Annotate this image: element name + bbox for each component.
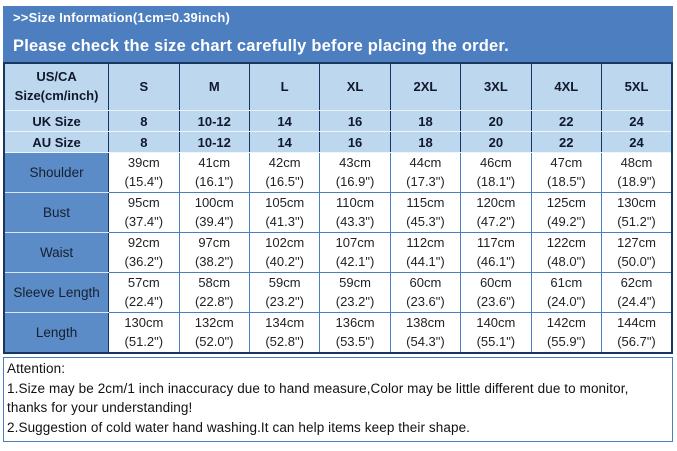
- size-value-cell: 22: [530, 110, 602, 132]
- row-label: Shoulder: [3, 152, 110, 193]
- table-row: AU Size 8 10-12 14 16 18 20 22 24: [3, 131, 673, 153]
- row-label: UK Size: [3, 110, 110, 132]
- size-value-cell: 125cm (49.2"): [530, 192, 602, 233]
- size-value-cell: 132cm (52.0"): [178, 312, 250, 354]
- table-row: Bust 95cm (37.4") 100cm (39.4") 105cm (41.3…: [3, 192, 673, 233]
- column-header-xl: XL: [319, 63, 391, 111]
- size-value-cell: 130cm (51.2"): [600, 192, 673, 233]
- size-value-cell: 58cm (22.8"): [178, 272, 250, 313]
- size-value-cell: 42cm (16.5"): [248, 152, 321, 193]
- table-row: Waist 92cm (36.2") 97cm (38.2") 102cm (40.2…: [3, 232, 673, 273]
- size-value-cell: 20: [460, 110, 532, 132]
- size-value-cell: 39cm (15.4"): [108, 152, 180, 193]
- size-value-cell: 43cm (16.9"): [319, 152, 391, 193]
- row-label: Sleeve Length: [3, 272, 110, 313]
- size-value-cell: 144cm (56.7"): [600, 312, 673, 354]
- column-header-4xl: 4XL: [530, 63, 602, 111]
- banner-title: >>Size Information(1cm=0.39inch): [13, 10, 230, 25]
- attention-note-1: 1.Size may be 2cm/1 inch inaccuracy due …: [7, 380, 629, 416]
- size-value-cell: 61cm (24.0"): [530, 272, 602, 313]
- size-value-cell: 16: [319, 110, 391, 132]
- table-row: Sleeve Length 57cm (22.4") 58cm (22.8") 59c…: [3, 272, 673, 313]
- size-value-cell: 115cm (45.3"): [389, 192, 462, 233]
- attention-note-2: 2.Suggestion of cold water hand washing.…: [7, 419, 471, 435]
- size-value-cell: 22: [530, 131, 602, 153]
- size-table-body: UK Size 8 10-12 14 16 18 20 22 24 AU Size 8 10-12 14…: [3, 110, 673, 354]
- size-value-cell: 60cm (23.6"): [460, 272, 532, 313]
- size-value-cell: 134cm (52.8"): [248, 312, 321, 354]
- size-value-cell: 92cm (36.2"): [108, 232, 180, 273]
- size-value-cell: 57cm (22.4"): [108, 272, 180, 313]
- size-value-cell: 130cm (51.2"): [108, 312, 180, 354]
- size-value-cell: 136cm (53.5"): [319, 312, 391, 354]
- size-value-cell: 8: [108, 110, 180, 132]
- size-value-cell: 59cm (23.2"): [248, 272, 321, 313]
- size-value-cell: 14: [248, 131, 321, 153]
- column-header-s: S: [108, 63, 180, 111]
- size-value-cell: 107cm (42.1"): [319, 232, 391, 273]
- column-header-l: L: [248, 63, 321, 111]
- size-value-cell: 24: [600, 131, 673, 153]
- size-value-cell: 20: [460, 131, 532, 153]
- size-value-cell: 62cm (24.4"): [600, 272, 673, 313]
- size-value-cell: 97cm (38.2"): [178, 232, 250, 273]
- size-value-cell: 14: [248, 110, 321, 132]
- size-value-cell: 117cm (46.1"): [460, 232, 532, 273]
- row-label: AU Size: [3, 131, 110, 153]
- size-value-cell: 18: [389, 110, 462, 132]
- size-value-cell: 18: [389, 131, 462, 153]
- size-value-cell: 112cm (44.1"): [389, 232, 462, 273]
- size-value-cell: 120cm (47.2"): [460, 192, 532, 233]
- attention-title: Attention:: [7, 361, 66, 376]
- table-row: UK Size 8 10-12 14 16 18 20 22 24: [3, 110, 673, 132]
- size-value-cell: 10-12: [178, 110, 250, 132]
- size-value-cell: 122cm (48.0"): [530, 232, 602, 273]
- column-header-2xl: 2XL: [389, 63, 462, 111]
- column-header-5xl: 5XL: [600, 63, 673, 111]
- size-value-cell: 102cm (40.2"): [248, 232, 321, 273]
- row-label: Waist: [3, 232, 110, 273]
- table-row: Length 130cm (51.2") 132cm (52.0") 134cm (5…: [3, 312, 673, 354]
- table-row: Shoulder 39cm (15.4") 41cm (16.1") 42cm (16…: [3, 152, 673, 193]
- attention-box: Attention: 1.Size may be 2cm/1 inch inac…: [3, 357, 673, 442]
- size-value-cell: 100cm (39.4"): [178, 192, 250, 233]
- size-value-cell: 48cm (18.9"): [600, 152, 673, 193]
- size-value-cell: 46cm (18.1"): [460, 152, 532, 193]
- size-value-cell: 140cm (55.1"): [460, 312, 532, 354]
- column-header-size-system: US/CA Size(cm/inch): [3, 63, 110, 111]
- row-label: Bust: [3, 192, 110, 233]
- size-value-cell: 60cm (23.6"): [389, 272, 462, 313]
- size-value-cell: 44cm (17.3"): [389, 152, 462, 193]
- size-table: US/CA Size(cm/inch) S M L XL 2XL 3XL 4XL…: [3, 62, 673, 354]
- size-value-cell: 47cm (18.5"): [530, 152, 602, 193]
- size-value-cell: 24: [600, 110, 673, 132]
- size-value-cell: 41cm (16.1"): [178, 152, 250, 193]
- size-value-cell: 110cm (43.3"): [319, 192, 391, 233]
- column-header-m: M: [178, 63, 250, 111]
- size-value-cell: 16: [319, 131, 391, 153]
- size-value-cell: 59cm (23.2"): [319, 272, 391, 313]
- size-value-cell: 142cm (55.9"): [530, 312, 602, 354]
- size-value-cell: 105cm (41.3"): [248, 192, 321, 233]
- banner-subtitle: Please check the size chart carefully be…: [13, 37, 509, 55]
- size-value-cell: 10-12: [178, 131, 250, 153]
- column-header-3xl: 3XL: [460, 63, 532, 111]
- size-value-cell: 127cm (50.0"): [600, 232, 673, 273]
- row-label: Length: [3, 312, 110, 354]
- size-value-cell: 95cm (37.4"): [108, 192, 180, 233]
- size-value-cell: 138cm (54.3"): [389, 312, 462, 354]
- size-value-cell: 8: [108, 131, 180, 153]
- table-header-row: US/CA Size(cm/inch) S M L XL 2XL 3XL 4XL…: [3, 63, 673, 111]
- banner: >>Size Information(1cm=0.39inch) Please …: [3, 6, 673, 62]
